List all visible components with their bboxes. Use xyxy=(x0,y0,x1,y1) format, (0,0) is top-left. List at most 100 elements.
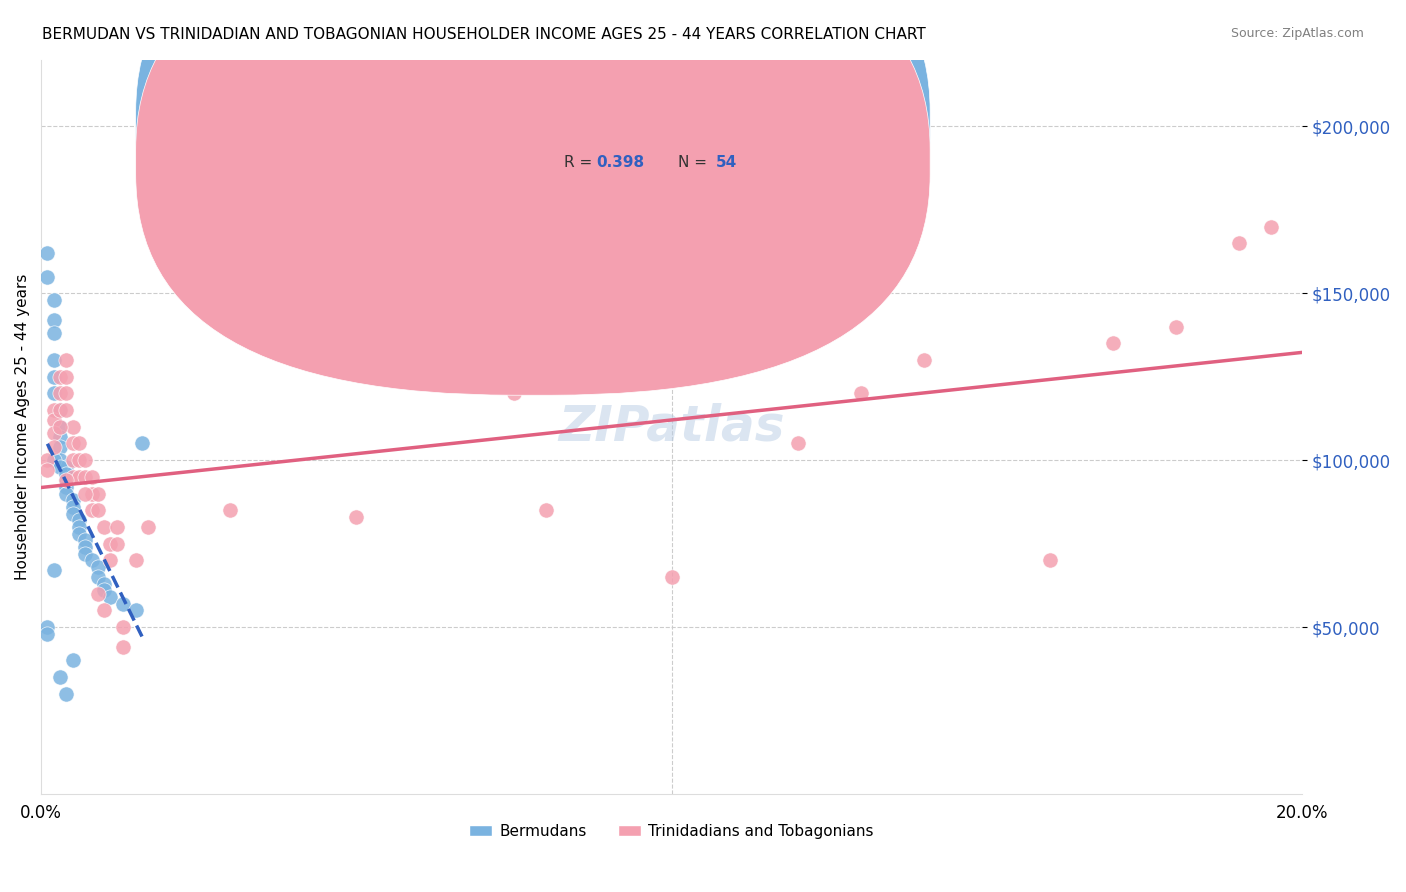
Point xyxy=(67,470,90,484)
Point xyxy=(49,386,72,401)
Point xyxy=(87,560,110,574)
Point xyxy=(112,597,135,611)
Point xyxy=(55,687,77,701)
Point xyxy=(49,403,72,417)
Point xyxy=(1227,236,1250,251)
Point xyxy=(62,653,84,667)
Point xyxy=(661,570,683,584)
Point xyxy=(42,353,65,368)
Point xyxy=(62,419,84,434)
Point xyxy=(80,486,103,500)
Point xyxy=(912,353,935,368)
Point xyxy=(67,513,90,527)
Point xyxy=(503,386,526,401)
Text: R =: R = xyxy=(564,116,598,131)
FancyBboxPatch shape xyxy=(489,96,855,195)
Point xyxy=(42,313,65,327)
Legend: Bermudans, Trinidadians and Tobagonians: Bermudans, Trinidadians and Tobagonians xyxy=(463,818,880,845)
Point xyxy=(67,436,90,450)
Point xyxy=(55,473,77,487)
Point xyxy=(75,533,97,548)
Text: R =: R = xyxy=(564,155,598,169)
Point xyxy=(55,459,77,474)
Text: BERMUDAN VS TRINIDADIAN AND TOBAGONIAN HOUSEHOLDER INCOME AGES 25 - 44 YEARS COR: BERMUDAN VS TRINIDADIAN AND TOBAGONIAN H… xyxy=(42,27,927,42)
Point xyxy=(87,486,110,500)
Point xyxy=(62,436,84,450)
Point xyxy=(62,507,84,521)
Text: 45: 45 xyxy=(716,116,737,131)
Point xyxy=(87,587,110,601)
Point xyxy=(42,293,65,307)
Point xyxy=(100,590,122,604)
Text: 0.398: 0.398 xyxy=(596,155,644,169)
Point xyxy=(49,419,72,434)
Point xyxy=(1039,553,1062,567)
Point xyxy=(42,440,65,454)
Point xyxy=(62,453,84,467)
Point xyxy=(75,547,97,561)
Point xyxy=(49,419,72,434)
Point xyxy=(93,603,115,617)
Point xyxy=(55,403,77,417)
Text: 54: 54 xyxy=(716,155,737,169)
Point xyxy=(37,246,59,260)
Point xyxy=(42,403,65,417)
Point xyxy=(67,520,90,534)
Text: ZIPatlas: ZIPatlas xyxy=(558,403,785,450)
Point xyxy=(42,453,65,467)
Point xyxy=(80,470,103,484)
Point xyxy=(62,500,84,514)
Text: N =: N = xyxy=(678,155,711,169)
Point xyxy=(849,386,872,401)
Point xyxy=(62,493,84,508)
Point xyxy=(125,603,148,617)
Point xyxy=(62,470,84,484)
Point xyxy=(93,520,115,534)
Point xyxy=(49,403,72,417)
Point xyxy=(87,503,110,517)
Point xyxy=(49,670,72,684)
Point xyxy=(49,369,72,384)
Text: Source: ZipAtlas.com: Source: ZipAtlas.com xyxy=(1230,27,1364,40)
Point xyxy=(1164,319,1187,334)
Point xyxy=(80,553,103,567)
Point xyxy=(55,386,77,401)
Point xyxy=(1102,336,1125,351)
Point xyxy=(219,503,242,517)
Point xyxy=(105,520,128,534)
Point xyxy=(93,583,115,598)
Point xyxy=(42,369,65,384)
Point xyxy=(67,453,90,467)
Point xyxy=(37,453,59,467)
Point xyxy=(534,503,557,517)
Point xyxy=(42,563,65,577)
Point xyxy=(100,553,122,567)
Point xyxy=(344,510,367,524)
Y-axis label: Householder Income Ages 25 - 44 years: Householder Income Ages 25 - 44 years xyxy=(15,274,30,580)
Point xyxy=(75,540,97,554)
Point xyxy=(55,467,77,481)
Point xyxy=(75,486,97,500)
Point xyxy=(49,430,72,444)
Point xyxy=(55,486,77,500)
Point xyxy=(125,553,148,567)
Point xyxy=(55,480,77,494)
Point xyxy=(37,620,59,634)
FancyBboxPatch shape xyxy=(136,0,931,395)
Point xyxy=(1260,219,1282,234)
Point xyxy=(87,570,110,584)
Point xyxy=(37,269,59,284)
Point xyxy=(136,520,159,534)
Point xyxy=(67,526,90,541)
Point xyxy=(80,503,103,517)
Point xyxy=(55,369,77,384)
Point xyxy=(786,436,808,450)
Point xyxy=(105,536,128,550)
Point xyxy=(131,436,153,450)
Point xyxy=(55,473,77,487)
FancyBboxPatch shape xyxy=(136,0,931,357)
Point xyxy=(42,413,65,427)
Point xyxy=(55,467,77,481)
Point xyxy=(37,627,59,641)
Point xyxy=(75,453,97,467)
